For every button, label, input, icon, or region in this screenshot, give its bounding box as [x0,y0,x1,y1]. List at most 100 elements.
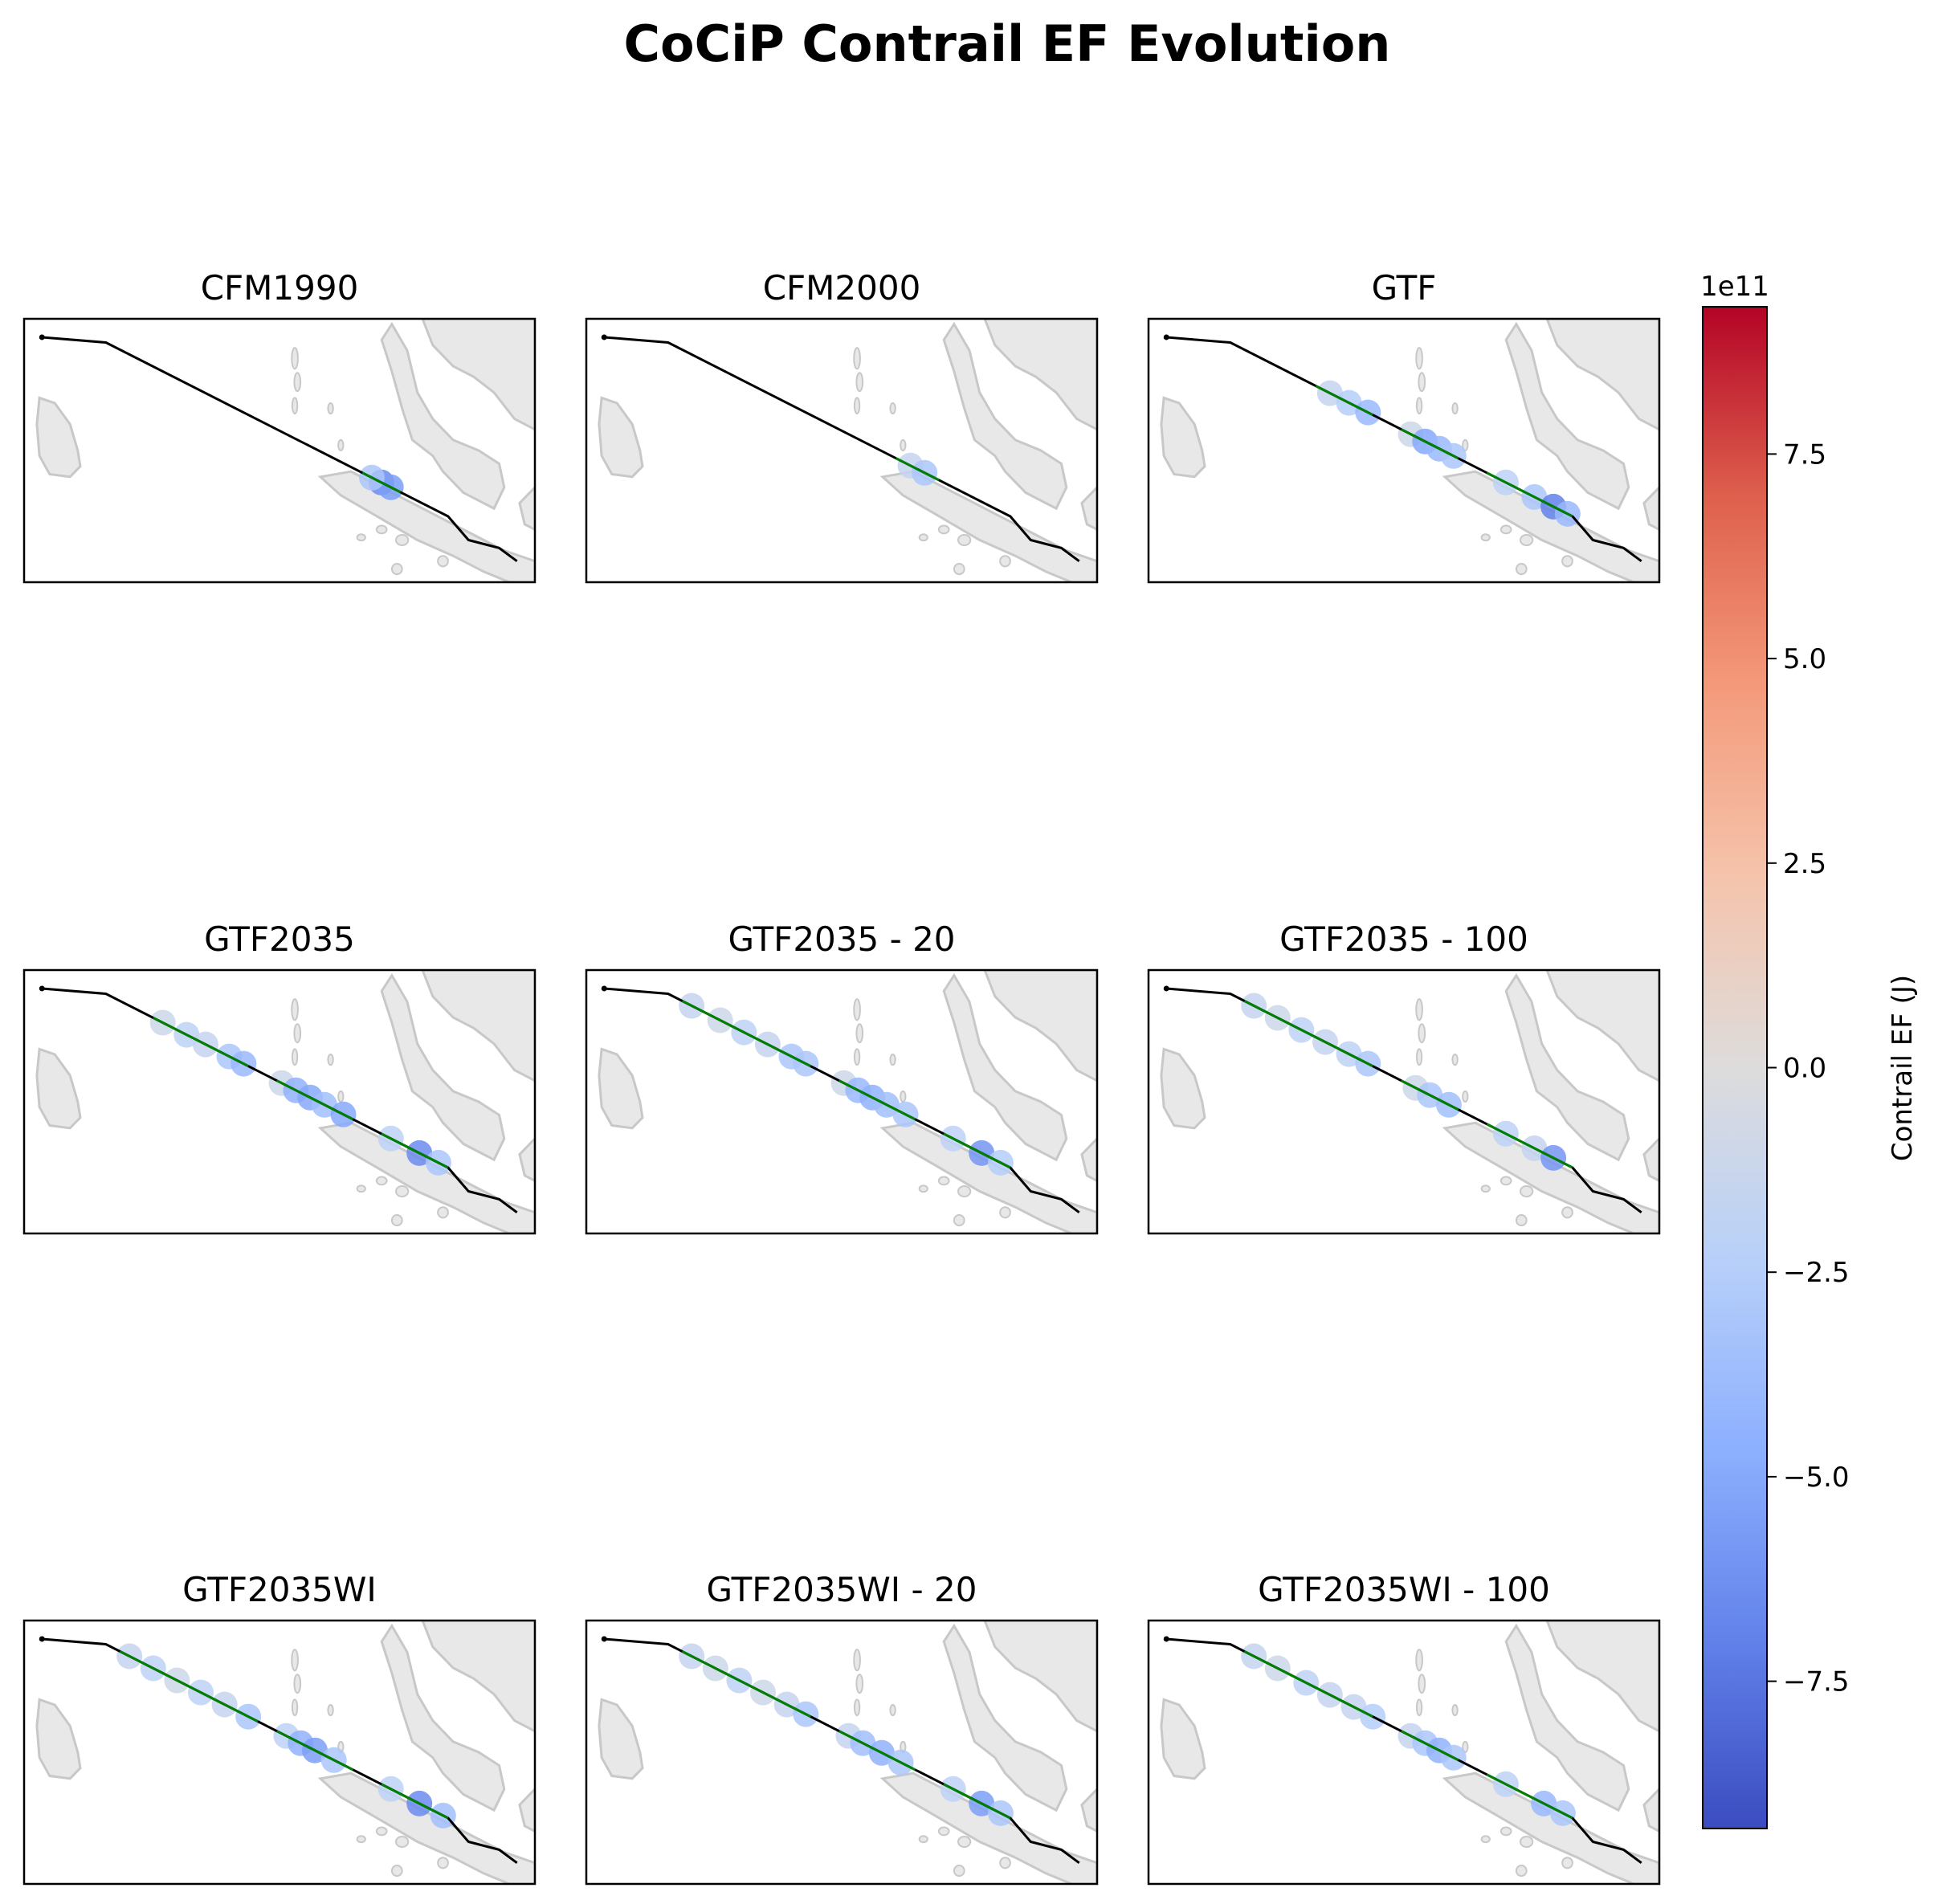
island [390,563,403,576]
flight-path-line [42,987,518,1214]
malay-peninsula-landmass [1504,1623,1630,1812]
sumatra-landmass [1442,470,1659,582]
contrail-segment-line [896,457,940,482]
colorbar-tick-label: −5.0 [1783,1462,1850,1494]
map-panel: GTF2035 - 20 [585,919,1099,1235]
island [853,397,861,415]
map-content [35,319,535,582]
map-panel: GTF2035 [22,919,537,1235]
island [1499,1176,1512,1186]
island [437,1206,449,1219]
island [1415,347,1423,370]
island [327,1053,334,1066]
flight-path-line [604,336,1080,563]
island [291,998,299,1021]
island [937,1176,950,1186]
island [918,533,928,542]
map-area [585,317,1099,584]
map-area [585,968,1099,1235]
flight-path-line [42,336,518,563]
island [1418,1674,1426,1694]
island [293,1023,302,1044]
island [293,1674,302,1694]
panel-title: GTF2035WI - 100 [1258,1570,1550,1609]
mainland-landmass [421,970,535,1082]
mainland-landmass [1545,970,1659,1082]
map-panel: GTF2035 - 100 [1147,919,1661,1235]
island [1480,1184,1491,1193]
contrail-segment-line [1401,1079,1459,1111]
island [291,1649,299,1672]
mainland-landmass [421,319,535,431]
island [1520,1184,1534,1198]
colorbar-tick-label: −7.5 [1783,1666,1850,1698]
map-content [598,1621,1097,1884]
colorbar-tick-label: −2.5 [1783,1257,1850,1289]
sumatra-landmass [1442,1771,1659,1884]
sumatra-landmass [879,470,1097,582]
island [395,1184,410,1198]
sri-lanka-landmass [598,396,644,479]
sumatra-landmass [1442,1121,1659,1233]
island [999,555,1011,568]
borneo-edge-landmass [1080,1787,1097,1833]
island [1515,563,1528,576]
flight-path-line [604,1637,1080,1865]
map-content [1160,970,1659,1233]
borneo-edge-landmass [1642,485,1659,532]
island [395,533,410,547]
borneo-edge-landmass [1080,1136,1097,1183]
island [999,1206,1011,1219]
island [437,555,449,568]
borneo-edge-landmass [1642,1787,1659,1833]
island [356,1184,366,1193]
map-content [598,970,1097,1233]
island [1418,1023,1426,1044]
contrail-segment-line [276,1079,354,1121]
island [337,438,345,452]
map-frame [1147,317,1661,584]
island [327,1703,334,1717]
island [889,1703,896,1717]
contrail-segment-line [1486,471,1573,518]
island [390,1865,403,1877]
island [957,1184,972,1198]
island [1418,372,1426,393]
sri-lanka-landmass [1160,1047,1206,1130]
contrail-segment-line [943,1783,1011,1820]
map-panel: GTF [1147,268,1661,584]
island [889,1053,896,1066]
mainland-landmass [983,319,1097,431]
flight-start-marker [1163,985,1169,992]
island [957,533,972,547]
island [1462,1090,1469,1103]
panel-title: CFM2000 [763,268,921,308]
map-frame [22,317,537,584]
island [918,1835,928,1844]
island [291,347,299,370]
map-content [35,1621,535,1884]
sri-lanka-landmass [35,1047,82,1130]
malay-peninsula-landmass [1504,972,1630,1162]
map-area [22,317,537,584]
flight-start-marker [601,1636,607,1642]
mainland-landmass [1545,1621,1659,1733]
panel-title: GTF2035 - 100 [1279,919,1528,959]
island [1462,438,1469,452]
figure-title: CoCiP Contrail EF Evolution [624,14,1391,73]
colorbar-tick-label: 0.0 [1783,1053,1826,1085]
flight-start-marker [1163,1636,1169,1642]
contrail-segment-line [361,471,402,494]
island [1561,1857,1573,1869]
map-area [585,1619,1099,1886]
colorbar: 1e11 7.5 5.0 2.5 0.0 −2.5 −5.0 −7.5 Contrail E… [1700,271,1919,1829]
island [375,524,388,535]
island [1515,1865,1528,1877]
island [1520,1835,1534,1849]
island [855,372,864,393]
map-area [1147,968,1661,1235]
malay-peninsula-landmass [380,1623,506,1812]
island [953,1214,965,1227]
